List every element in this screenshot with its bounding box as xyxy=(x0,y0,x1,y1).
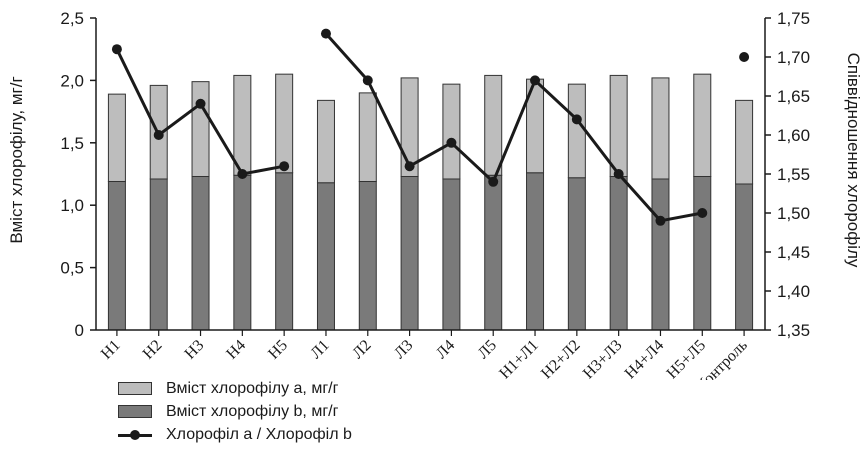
bar-chlorophyll-a xyxy=(358,92,377,182)
legend-item-b: Вміст хлорофілу b, мг/г xyxy=(118,400,352,423)
left-y-axis: 0 0,5 1,0 1,5 2,0 2,5 xyxy=(60,9,97,340)
legend-label-b: Вміст хлорофілу b, мг/г xyxy=(166,402,339,420)
bar-chlorophyll-a xyxy=(275,73,294,174)
ratio-point xyxy=(111,44,122,55)
ratio-line-series xyxy=(111,28,750,226)
x-tick-label: Н3 xyxy=(182,337,208,363)
bar-chlorophyll-a xyxy=(567,83,586,179)
right-y-axis: 1,35 1,40 1,45 1,50 1,55 1,60 1,65 1,70 1,75 xyxy=(764,9,810,340)
ratio-point xyxy=(488,176,499,187)
x-axis: Н1 Н2 Н3 Н4 Н5 Л1 Л2 Л3 Л4 Л5Н1+Л1Н2+Л2Н3+Л3Н4+Л4… xyxy=(96,329,765,380)
ratio-point xyxy=(362,75,373,86)
ratio-point xyxy=(320,28,331,39)
bar-chlorophyll-b xyxy=(567,177,586,331)
ratio-point xyxy=(279,161,290,172)
ratio-point xyxy=(404,161,415,172)
x-tick-label: Л4 xyxy=(433,337,458,362)
x-tick-label: Н4+Л4 xyxy=(622,337,668,380)
bar-chlorophyll-b xyxy=(275,172,294,331)
ratio-point xyxy=(655,215,666,226)
left-tick-label: 0,5 xyxy=(60,259,84,278)
ratio-point xyxy=(530,75,541,86)
right-axis-title: Співвідношення хлорофілу xyxy=(844,53,863,268)
x-tick-label: Л2 xyxy=(349,337,374,362)
bar-chlorophyll-a xyxy=(735,99,754,185)
ratio-point xyxy=(613,169,624,179)
bar-chlorophyll-b xyxy=(358,180,377,331)
bar-chlorophyll-b xyxy=(233,174,252,331)
left-axis-title: Вміст хлорофілу, мг/г xyxy=(7,76,26,243)
left-tick-label: 0 xyxy=(75,321,84,340)
right-tick-label: 1,60 xyxy=(777,126,810,145)
bar-chlorophyll-a xyxy=(233,74,252,176)
bar-chlorophyll-b xyxy=(191,175,210,331)
ratio-point xyxy=(446,137,457,148)
legend-line-marker xyxy=(118,428,152,441)
bar-chlorophyll-a xyxy=(651,77,670,180)
x-tick-label: Л1 xyxy=(307,337,332,362)
x-tick-label: Н5 xyxy=(265,337,291,363)
ratio-point xyxy=(195,98,206,109)
x-tick-label: Л5 xyxy=(475,337,500,362)
right-tick-label: 1,55 xyxy=(777,165,810,184)
bar-chlorophyll-b xyxy=(651,178,670,331)
right-tick-label: 1,75 xyxy=(777,9,810,28)
bar-chlorophyll-b xyxy=(609,175,628,331)
x-tick-label: Н4 xyxy=(223,337,249,363)
legend-item-a: Вміст хлорофілу а, мг/г xyxy=(118,377,352,400)
bar-chlorophyll-a xyxy=(107,93,126,182)
bar-chlorophyll-a xyxy=(442,83,461,180)
x-tick-label: Н1 xyxy=(98,337,124,363)
bar-chlorophyll-a xyxy=(693,73,712,177)
x-tick-label: Л3 xyxy=(391,337,416,362)
legend-label-ratio: Хлорофіл а / Хлорофіл b xyxy=(166,425,352,443)
right-tick-label: 1,65 xyxy=(777,87,810,106)
bar-chlorophyll-b xyxy=(735,183,754,331)
left-tick-label: 1,5 xyxy=(60,134,84,153)
bar-chlorophyll-b xyxy=(484,174,503,331)
x-tick-label: Н3+Л3 xyxy=(580,337,626,380)
right-tick-label: 1,50 xyxy=(777,204,810,223)
x-tick-label: Н2 xyxy=(140,337,166,363)
x-tick-label: Н2+Л2 xyxy=(538,337,584,380)
left-tick-label: 1,0 xyxy=(60,196,84,215)
bar-chlorophyll-b xyxy=(442,178,461,331)
legend-swatch-a xyxy=(118,382,152,395)
right-tick-label: 1,45 xyxy=(777,243,810,262)
ratio-point xyxy=(237,169,248,179)
bar-chlorophyll-a xyxy=(191,81,210,177)
left-tick-label: 2,5 xyxy=(60,9,84,28)
right-tick-label: 1,40 xyxy=(777,282,810,301)
bar-chlorophyll-b xyxy=(693,175,712,331)
bar-series xyxy=(107,73,754,331)
right-tick-label: 1,35 xyxy=(777,321,810,340)
bar-chlorophyll-b xyxy=(400,175,419,331)
legend-label-a: Вміст хлорофілу а, мг/г xyxy=(166,379,339,397)
ratio-point xyxy=(739,52,750,62)
bar-chlorophyll-a xyxy=(484,74,503,176)
ratio-line-segment xyxy=(324,32,703,223)
legend: Вміст хлорофілу а, мг/г Вміст хлорофілу … xyxy=(118,377,352,446)
bar-chlorophyll-b xyxy=(149,178,168,331)
bar-chlorophyll-a xyxy=(609,74,628,177)
bar-chlorophyll-b xyxy=(107,180,126,331)
legend-item-ratio: Хлорофіл а / Хлорофіл b xyxy=(118,423,352,446)
bar-chlorophyll-b xyxy=(526,172,545,331)
chart-area: 0 0,5 1,0 1,5 2,0 2,5 1,35 1,40 1,45 1,50 1,55 1,6… xyxy=(7,9,863,380)
ratio-point xyxy=(153,130,164,140)
legend-swatch-b xyxy=(118,405,152,418)
left-tick-label: 2,0 xyxy=(60,71,84,90)
ratio-point xyxy=(697,208,708,218)
bar-chlorophyll-a xyxy=(400,77,419,177)
ratio-point xyxy=(571,114,582,125)
right-tick-label: 1,70 xyxy=(777,48,810,67)
x-tick-label: Н1+Л1 xyxy=(496,337,542,380)
bar-chlorophyll-a xyxy=(316,99,335,184)
bar-chlorophyll-b xyxy=(316,182,335,331)
